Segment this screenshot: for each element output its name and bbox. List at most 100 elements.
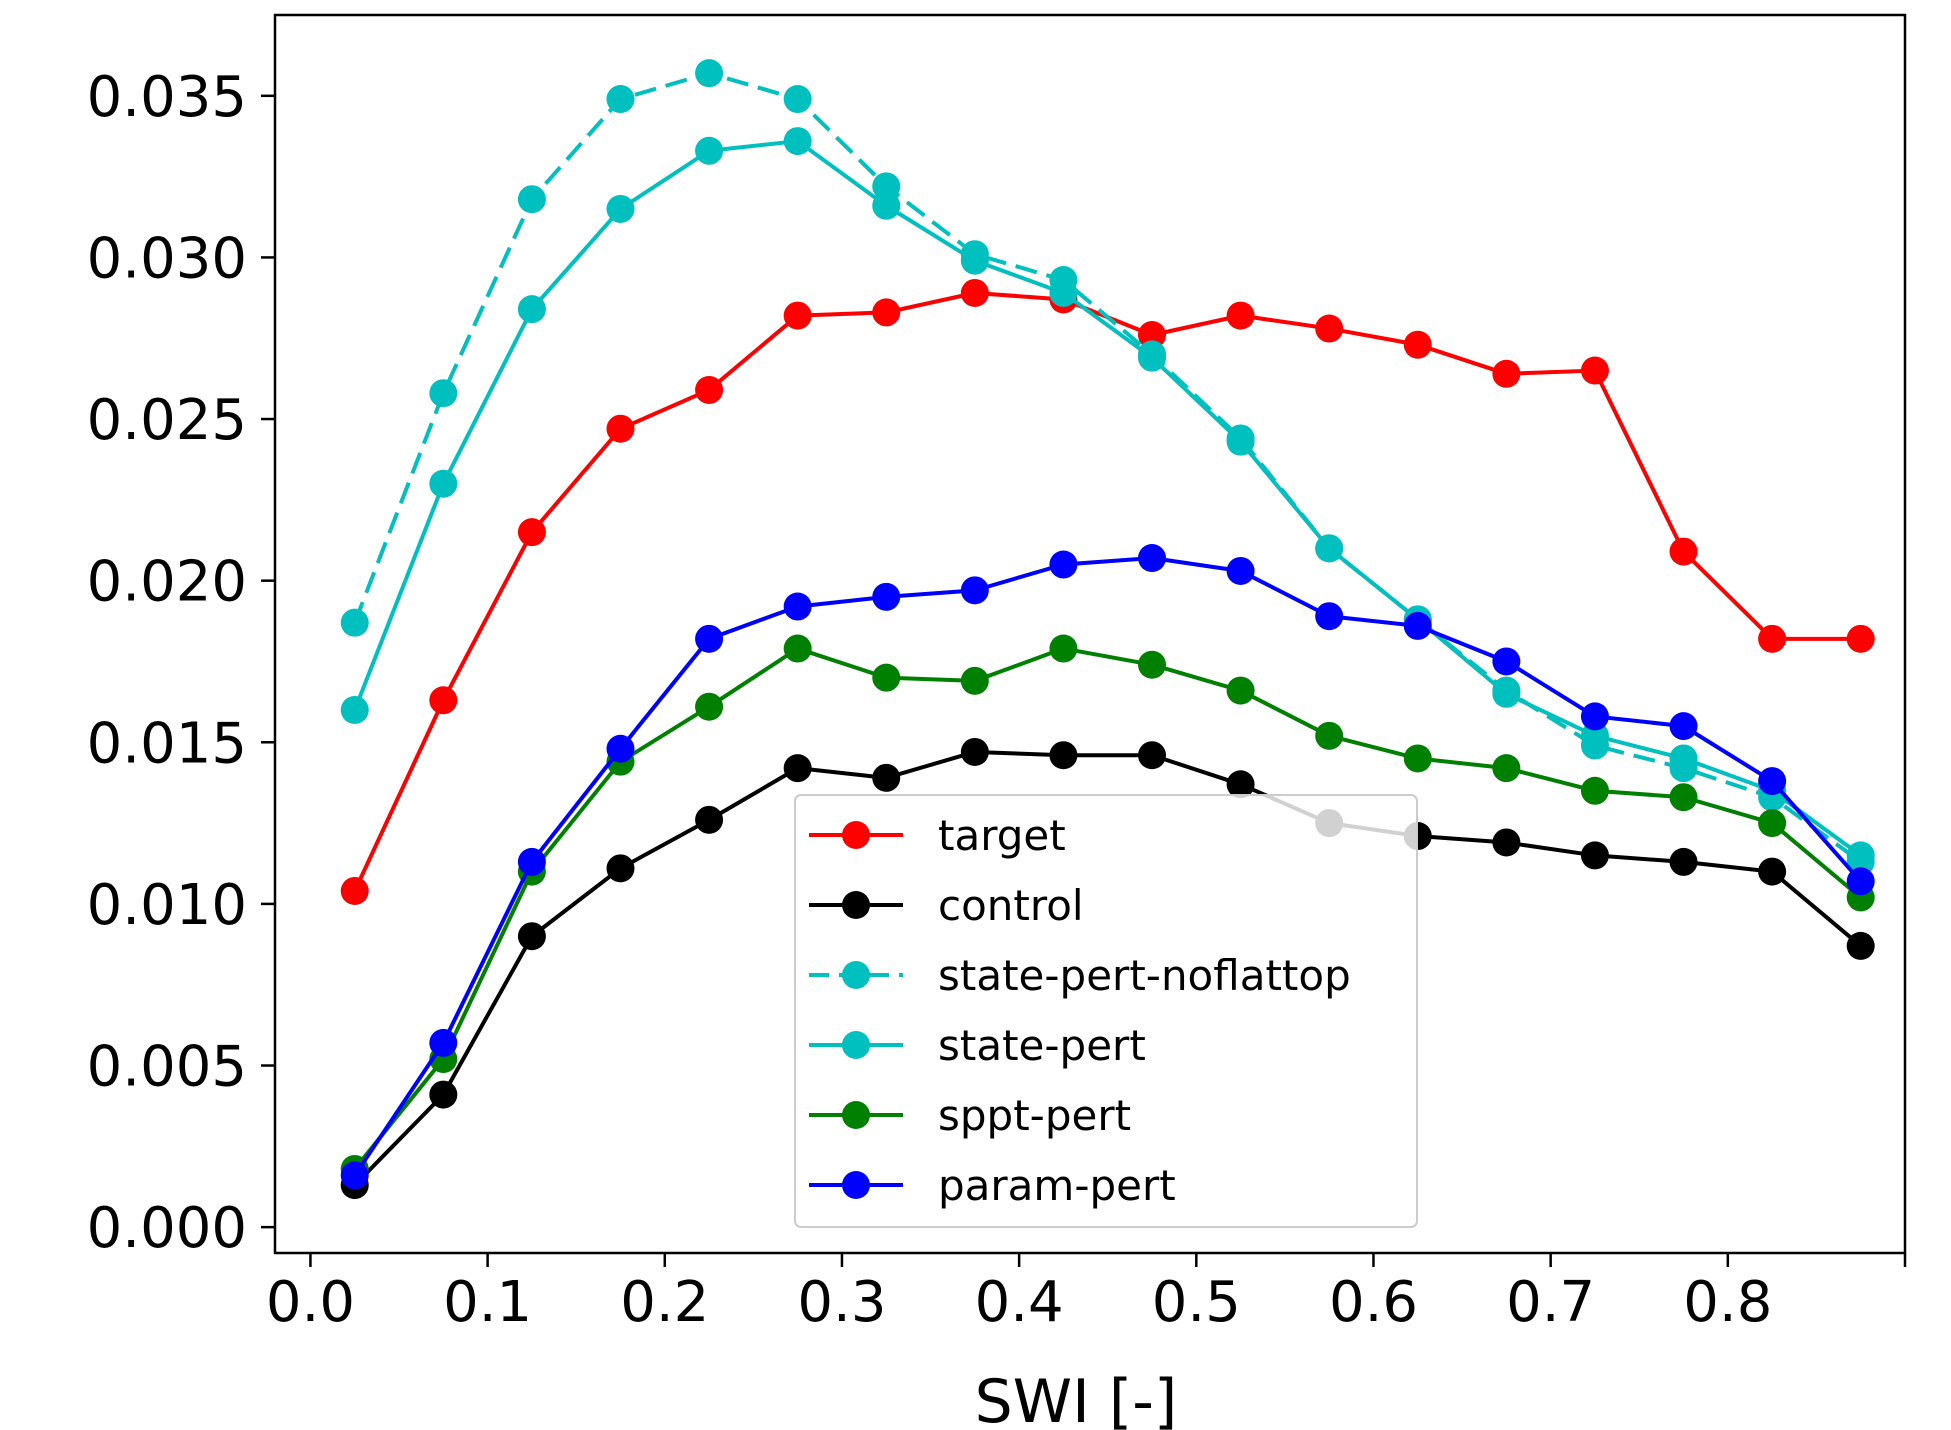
data-point [695, 805, 724, 834]
legend-item: sppt-pert [809, 1091, 1131, 1140]
y-tick-label: 0.030 [87, 226, 247, 291]
data-point [783, 301, 812, 330]
data-point [1315, 721, 1344, 750]
legend-item: control [809, 881, 1084, 930]
data-point [960, 666, 989, 695]
legend-item: state-pert [809, 1021, 1146, 1070]
legend-label: param-pert [938, 1161, 1176, 1210]
data-point [1492, 754, 1521, 783]
data-point [1226, 556, 1255, 585]
plot-frame [273, 13, 1907, 1255]
data-point [517, 295, 546, 324]
data-point [1580, 702, 1609, 731]
x-tick-label: 0.4 [975, 1270, 1064, 1335]
data-point [517, 518, 546, 547]
data-point [1669, 783, 1698, 812]
data-point [1492, 647, 1521, 676]
data-point [695, 692, 724, 721]
data-point [695, 59, 724, 88]
x-axis-label: SWI [-] [975, 1367, 1178, 1430]
legend: target control state-pert-noflattop state-p… [794, 794, 1418, 1228]
data-point [1138, 650, 1167, 679]
data-point [1846, 867, 1875, 896]
data-point [783, 85, 812, 114]
y-tick-label: 0.025 [87, 388, 247, 453]
data-point [783, 127, 812, 156]
series-line [353, 749, 1862, 1187]
data-point [783, 754, 812, 783]
data-point [429, 1080, 458, 1109]
y-tick-label: 0.035 [87, 65, 247, 130]
series-sppt-pert [340, 634, 1875, 1183]
y-tick-label: 0.015 [87, 711, 247, 776]
data-point [1403, 744, 1432, 773]
x-tick-label: 0.5 [1152, 1270, 1241, 1335]
x-tick-label: 0.3 [797, 1270, 886, 1335]
x-tick-label: 0.0 [266, 1270, 355, 1335]
data-point [1138, 343, 1167, 372]
legend-label: sppt-pert [938, 1091, 1131, 1140]
data-point [1846, 931, 1875, 960]
data-point [1758, 809, 1787, 838]
data-point [340, 1161, 369, 1190]
data-point [517, 847, 546, 876]
data-point [606, 854, 635, 883]
legend-marker [842, 1031, 870, 1059]
data-point [695, 375, 724, 404]
legend-label: control [938, 881, 1084, 930]
series-line [353, 556, 1863, 1177]
data-point [1049, 550, 1078, 579]
data-point [1315, 314, 1344, 343]
data-point [1138, 544, 1167, 573]
data-point [1403, 611, 1432, 640]
y-tick-label: 0.020 [87, 550, 247, 615]
data-point [1492, 679, 1521, 708]
data-point [1492, 359, 1521, 388]
legend-label: target [938, 811, 1066, 860]
series-line [352, 139, 1862, 858]
series-layer [340, 59, 1875, 1200]
x-tick-label: 0.1 [443, 1270, 532, 1335]
data-point [872, 191, 901, 220]
legend-item: param-pert [809, 1161, 1176, 1210]
y-tick-label: 0.005 [87, 1035, 247, 1100]
data-point [1403, 330, 1432, 359]
data-point [1226, 427, 1255, 456]
data-point [1758, 857, 1787, 886]
data-point [1492, 828, 1521, 857]
data-point [340, 695, 369, 724]
data-point [606, 194, 635, 223]
data-point [340, 608, 369, 637]
legend-marker [842, 891, 870, 919]
legend-label: state-pert-noflattop [938, 951, 1351, 1000]
data-point [1846, 841, 1875, 870]
data-point [960, 737, 989, 766]
data-point [872, 298, 901, 327]
x-axis: 0.0 0.1 0.2 0.3 0.4 0.5 0.6 0.7 0.8 [266, 1253, 1907, 1335]
x-tick-label: 0.7 [1506, 1270, 1595, 1335]
data-point [872, 172, 901, 201]
x-tick-label: 0.6 [1329, 1270, 1418, 1335]
y-axis: 0.000 0.005 0.010 0.015 0.020 0.025 0.030 0.035 [87, 65, 275, 1261]
data-point [783, 634, 812, 663]
data-point [872, 663, 901, 692]
legend-item: target [809, 811, 1066, 860]
legend-label: state-pert [938, 1021, 1146, 1070]
data-point [606, 85, 635, 114]
legend-marker [842, 1101, 870, 1129]
data-point [606, 414, 635, 443]
y-tick-label: 0.010 [87, 873, 247, 938]
data-point [695, 624, 724, 653]
data-point [960, 246, 989, 275]
series-param-pert [340, 544, 1875, 1190]
data-point [872, 582, 901, 611]
data-point [1315, 602, 1344, 631]
data-point [960, 576, 989, 605]
data-point [429, 379, 458, 408]
data-point [429, 1028, 458, 1057]
data-point [1846, 624, 1875, 653]
data-point [1580, 721, 1609, 750]
data-point [1669, 847, 1698, 876]
data-point [695, 136, 724, 165]
